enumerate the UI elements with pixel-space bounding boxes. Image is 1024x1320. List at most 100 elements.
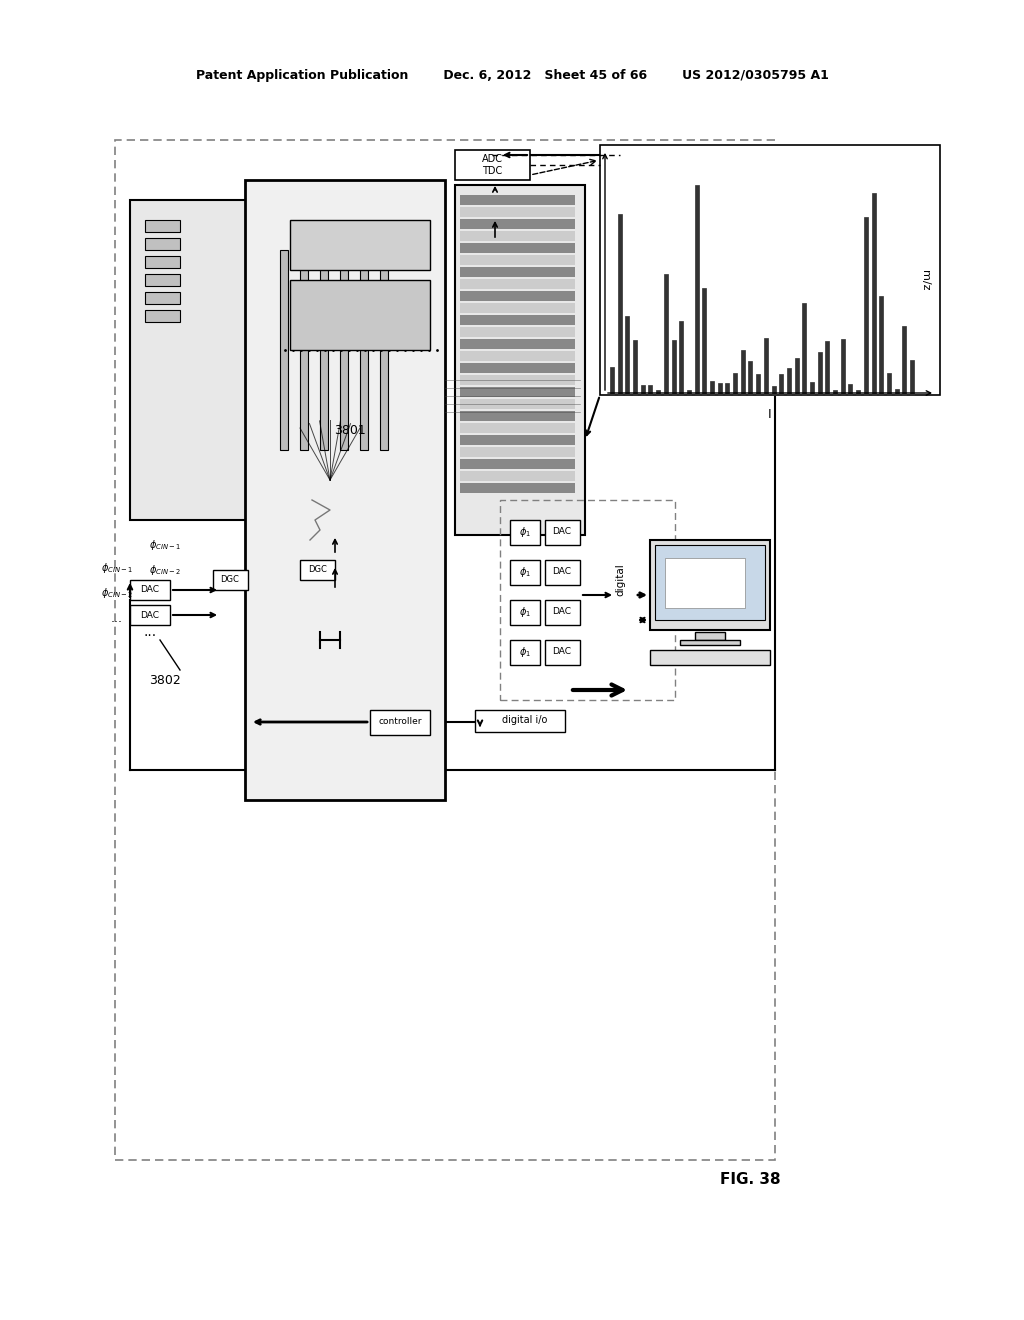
Text: DAC: DAC xyxy=(553,528,571,536)
Text: I: I xyxy=(768,408,772,421)
Bar xyxy=(213,570,248,590)
Bar xyxy=(510,640,540,665)
Bar xyxy=(510,560,540,585)
Bar xyxy=(380,249,388,450)
Bar xyxy=(626,315,630,395)
Bar xyxy=(460,195,575,205)
Bar xyxy=(856,389,860,395)
Bar xyxy=(460,255,575,265)
Bar xyxy=(650,540,770,630)
Bar xyxy=(460,290,575,301)
Bar xyxy=(510,601,540,624)
Text: $\phi_1$: $\phi_1$ xyxy=(519,605,531,619)
Bar xyxy=(460,243,575,253)
Text: ADC
TDC: ADC TDC xyxy=(481,154,503,176)
Text: DAC: DAC xyxy=(553,648,571,656)
Bar xyxy=(460,207,575,216)
Bar xyxy=(460,387,575,397)
Text: digital: digital xyxy=(615,564,625,597)
Bar xyxy=(460,339,575,348)
Bar xyxy=(733,374,737,395)
Bar xyxy=(145,220,180,232)
Bar xyxy=(710,380,714,395)
Bar xyxy=(841,339,845,395)
Text: $\phi_{CIN-2}$: $\phi_{CIN-2}$ xyxy=(101,586,133,601)
Bar xyxy=(460,279,575,289)
Bar xyxy=(687,389,691,395)
Bar xyxy=(145,275,180,286)
Bar xyxy=(460,231,575,242)
Bar xyxy=(910,360,914,395)
Bar xyxy=(679,321,683,395)
Bar xyxy=(130,579,170,601)
Bar xyxy=(818,351,821,395)
Bar xyxy=(130,605,170,624)
Text: DGC: DGC xyxy=(308,565,328,574)
Bar xyxy=(665,558,745,609)
Bar xyxy=(460,436,575,445)
Bar xyxy=(810,381,814,395)
Bar xyxy=(115,140,775,1160)
Bar xyxy=(300,560,335,579)
Text: $\phi_1$: $\phi_1$ xyxy=(519,645,531,659)
Bar xyxy=(887,374,891,395)
Bar xyxy=(880,296,884,395)
Bar xyxy=(340,249,348,450)
Polygon shape xyxy=(319,632,340,648)
Bar xyxy=(545,520,580,545)
Bar xyxy=(672,339,676,395)
Bar xyxy=(460,304,575,313)
Bar xyxy=(655,545,765,620)
Bar xyxy=(145,292,180,304)
Bar xyxy=(145,256,180,268)
Bar xyxy=(460,375,575,385)
Bar xyxy=(803,302,806,395)
Bar xyxy=(795,359,799,395)
Bar xyxy=(455,150,530,180)
Bar xyxy=(771,385,775,395)
Bar xyxy=(460,447,575,457)
Bar xyxy=(680,640,740,645)
Bar xyxy=(633,341,637,395)
Bar xyxy=(245,180,445,800)
Polygon shape xyxy=(480,195,510,215)
Bar xyxy=(764,338,768,395)
Bar xyxy=(475,710,565,733)
Bar xyxy=(895,389,899,395)
Text: digital i/o: digital i/o xyxy=(503,715,548,725)
Bar xyxy=(600,145,940,395)
Bar xyxy=(641,385,645,395)
Bar xyxy=(545,640,580,665)
Bar xyxy=(130,201,270,520)
Bar xyxy=(779,375,783,395)
Bar xyxy=(749,362,753,395)
Bar xyxy=(460,471,575,480)
Bar xyxy=(290,280,430,350)
Bar xyxy=(740,350,744,395)
Bar xyxy=(360,249,368,450)
Text: DGC: DGC xyxy=(220,576,240,585)
Text: $\phi_{CIN-1}$: $\phi_{CIN-1}$ xyxy=(148,539,181,552)
Bar xyxy=(718,383,722,395)
Bar xyxy=(864,216,868,395)
Text: $\phi_{CIN-1}$: $\phi_{CIN-1}$ xyxy=(100,561,133,576)
Bar xyxy=(145,310,180,322)
Bar xyxy=(300,249,308,450)
Bar xyxy=(460,483,575,492)
Text: Patent Application Publication        Dec. 6, 2012   Sheet 45 of 66        US 20: Patent Application Publication Dec. 6, 2… xyxy=(196,69,828,82)
Bar xyxy=(370,710,430,735)
Bar xyxy=(455,185,585,535)
Bar xyxy=(694,185,698,395)
Text: $\phi_1$: $\phi_1$ xyxy=(519,565,531,579)
Text: FIG. 38: FIG. 38 xyxy=(720,1172,780,1188)
Bar xyxy=(650,649,770,665)
Text: 3801: 3801 xyxy=(334,424,366,437)
Text: DAC: DAC xyxy=(140,610,160,619)
Bar xyxy=(756,375,760,395)
Text: ...: ... xyxy=(111,611,123,624)
Text: ...: ... xyxy=(143,624,157,639)
Bar xyxy=(825,341,829,395)
Bar xyxy=(460,411,575,421)
Bar xyxy=(460,399,575,409)
Bar xyxy=(871,193,876,395)
